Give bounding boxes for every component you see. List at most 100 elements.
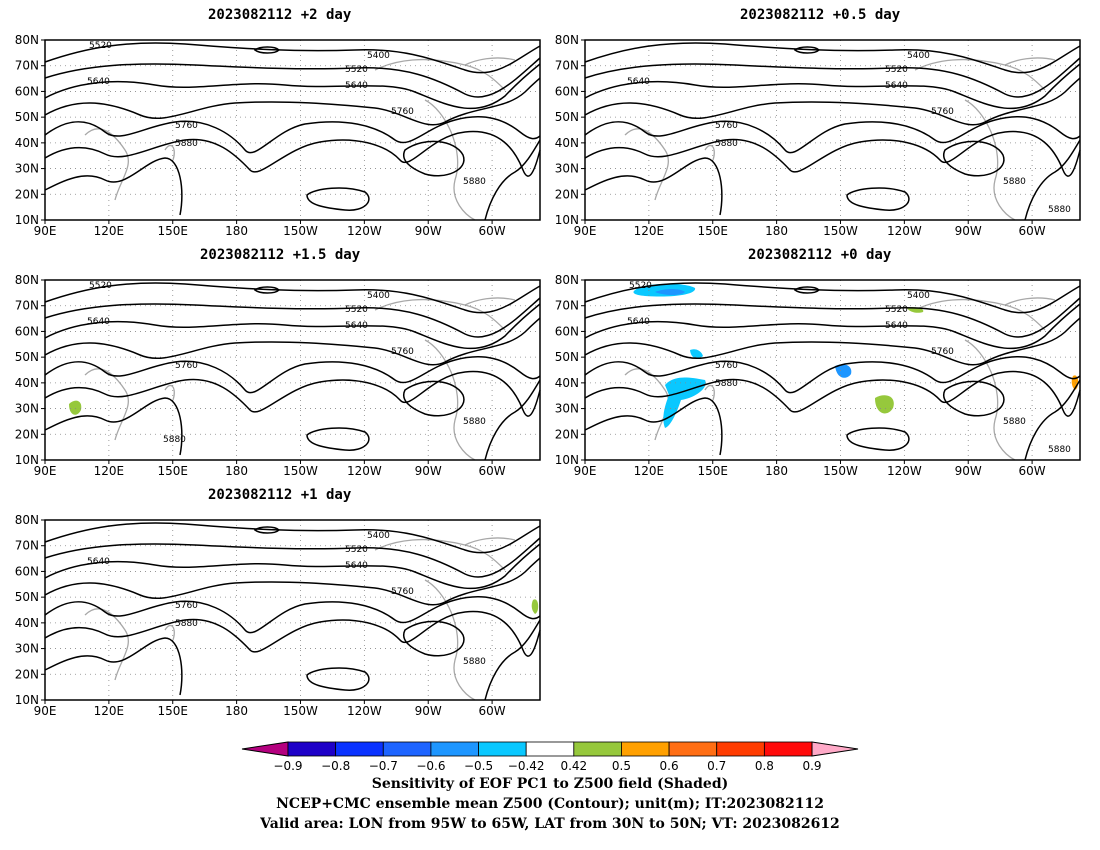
lat-tick-label: 40N <box>15 376 39 390</box>
height-contour <box>44 157 183 216</box>
height-contour <box>584 370 1081 417</box>
height-contour <box>584 317 1081 366</box>
contour-label: 5520 <box>885 305 908 315</box>
colorbar-tick-label: 0.42 <box>560 759 587 773</box>
lon-tick-label: 150E <box>157 704 188 718</box>
lon-tick-label: 180 <box>225 224 248 238</box>
lon-tick-label: 180 <box>765 464 788 478</box>
lon-tick-label: 120W <box>887 224 922 238</box>
lon-tick-label: 120W <box>347 464 382 478</box>
caption-valid-area: Valid area: LON from 95W to 65W, LAT fro… <box>260 816 840 832</box>
colorbar-segment <box>287 741 337 757</box>
lon-tick-label: 60W <box>479 704 506 718</box>
lat-tick-label: 70N <box>555 59 579 73</box>
map-panel-plus-0-day: 5520 5400 5520 5640 5640 5760 5760 5880 5880 5880… <box>555 273 1081 478</box>
contour-label: 5520 <box>629 281 652 291</box>
contour-label: 5520 <box>89 41 112 51</box>
lat-tick-label: 30N <box>555 402 579 416</box>
contour-label: 5880 <box>463 177 486 187</box>
lat-tick-label: 80N <box>15 33 39 47</box>
lon-tick-label: 90W <box>415 704 442 718</box>
contour-label: 5760 <box>175 601 198 611</box>
contour-label: 5760 <box>391 107 414 117</box>
map-frame <box>44 519 541 701</box>
lon-tick-label: 180 <box>765 224 788 238</box>
contour-label: 5640 <box>627 317 650 327</box>
sensitivity-shading <box>531 599 539 614</box>
lon-tick-label: 120W <box>347 704 382 718</box>
lon-tick-label: 150W <box>823 224 858 238</box>
lat-tick-label: 60N <box>15 324 39 338</box>
map-frame <box>44 279 541 461</box>
lat-tick-label: 10N <box>15 213 39 227</box>
colorbar-segment <box>241 741 289 757</box>
contour-label: 5640 <box>627 77 650 87</box>
sensitivity-shading <box>655 289 685 295</box>
height-contour <box>44 356 541 394</box>
lat-tick-label: 80N <box>15 273 39 287</box>
height-contour <box>306 667 370 691</box>
height-contour <box>306 187 370 211</box>
lon-tick-label: 150W <box>823 464 858 478</box>
contour-label: 5880 <box>1048 205 1071 215</box>
contour-label: 5760 <box>715 121 738 131</box>
colorbar-segment <box>716 741 765 757</box>
map-panel-plus-1-day: 5400 5520 5640 5640 5760 5760 5880 5880 80N 70N 60… <box>15 513 541 718</box>
contour-label: 5400 <box>367 531 390 541</box>
lat-tick-label: 50N <box>15 350 39 364</box>
coastline <box>964 99 1016 221</box>
colorbar-segment <box>525 741 575 757</box>
contour-label: 5760 <box>715 361 738 371</box>
height-contour <box>484 379 541 461</box>
contour-label: 5520 <box>345 65 368 75</box>
height-contour <box>584 303 1081 350</box>
colorbar-segment <box>573 741 622 757</box>
lat-tick-label: 30N <box>555 162 579 176</box>
lat-tick-label: 70N <box>15 59 39 73</box>
height-contour <box>584 77 1081 126</box>
contour-label: 5880 <box>463 417 486 427</box>
plot-area: 5400 5520 5640 5640 5760 5760 5880 5880 5880 <box>584 39 1081 221</box>
contour-label: 5640 <box>87 557 110 567</box>
coastline <box>164 384 175 401</box>
height-contour <box>44 610 541 657</box>
colorbar-tick-label: 0.8 <box>755 759 774 773</box>
colorbar-segment <box>763 741 813 757</box>
height-contour <box>1024 139 1081 221</box>
lat-tick-label: 10N <box>555 213 579 227</box>
height-contour <box>44 77 541 126</box>
lon-tick-label: 180 <box>225 464 248 478</box>
height-contour <box>584 63 1081 110</box>
lat-tick-label: 80N <box>15 513 39 527</box>
lat-tick-label: 40N <box>555 136 579 150</box>
map-panel-plus-2-day: 5520 5400 5520 5640 5640 5760 5760 5880 5880 80N 7… <box>15 33 541 238</box>
height-contour <box>253 286 281 294</box>
height-contour <box>1024 379 1081 461</box>
sensitivity-shading <box>69 400 82 415</box>
panel-title-3: 2023082112 +1.5 day <box>200 247 361 263</box>
lat-tick-label: 60N <box>555 84 579 98</box>
height-contour <box>44 637 183 696</box>
coastline <box>1004 57 1056 66</box>
lon-tick-label: 150E <box>697 224 728 238</box>
height-contour <box>253 526 281 534</box>
height-contour <box>44 596 541 634</box>
contour-label: 5760 <box>391 587 414 597</box>
height-contour <box>793 46 821 54</box>
contour-label: 5880 <box>163 435 186 445</box>
colorbar-segment <box>668 741 718 757</box>
lat-tick-label: 40N <box>555 376 579 390</box>
lat-tick-label: 20N <box>15 427 39 441</box>
map-frame <box>44 39 541 221</box>
contour-label: 5640 <box>885 321 908 331</box>
colorbar-segment <box>811 741 859 757</box>
height-contour <box>584 42 1081 74</box>
sensitivity-shading <box>875 395 894 414</box>
colorbar-tick-label: 0.6 <box>660 759 679 773</box>
panel-title-5: 2023082112 +1 day <box>208 487 352 503</box>
lon-tick-label: 90W <box>955 224 982 238</box>
contour-label: 5640 <box>345 561 368 571</box>
lat-tick-label: 80N <box>555 273 579 287</box>
contour-label: 5880 <box>1003 177 1026 187</box>
coastline <box>84 128 130 201</box>
